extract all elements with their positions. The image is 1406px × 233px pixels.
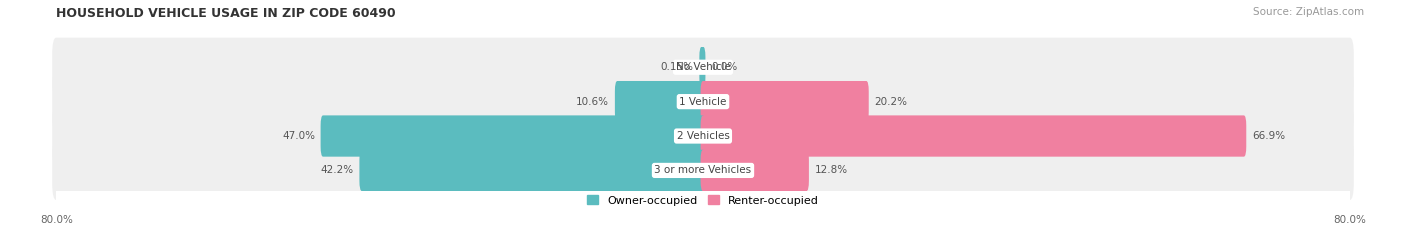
Text: No Vehicle: No Vehicle bbox=[675, 62, 731, 72]
Text: 3 or more Vehicles: 3 or more Vehicles bbox=[654, 165, 752, 175]
FancyBboxPatch shape bbox=[52, 106, 1354, 166]
Legend: Owner-occupied, Renter-occupied: Owner-occupied, Renter-occupied bbox=[582, 191, 824, 210]
Text: 2 Vehicles: 2 Vehicles bbox=[676, 131, 730, 141]
FancyBboxPatch shape bbox=[700, 150, 808, 191]
Text: 66.9%: 66.9% bbox=[1251, 131, 1285, 141]
Text: Source: ZipAtlas.com: Source: ZipAtlas.com bbox=[1253, 7, 1364, 17]
FancyBboxPatch shape bbox=[700, 115, 1246, 157]
FancyBboxPatch shape bbox=[360, 150, 706, 191]
Text: 0.15%: 0.15% bbox=[661, 62, 693, 72]
Text: 12.8%: 12.8% bbox=[814, 165, 848, 175]
Text: 20.2%: 20.2% bbox=[875, 97, 907, 107]
Text: 10.6%: 10.6% bbox=[576, 97, 609, 107]
Text: 0.0%: 0.0% bbox=[711, 62, 737, 72]
FancyBboxPatch shape bbox=[321, 115, 706, 157]
Text: 42.2%: 42.2% bbox=[321, 165, 354, 175]
Text: 47.0%: 47.0% bbox=[283, 131, 315, 141]
FancyBboxPatch shape bbox=[52, 72, 1354, 131]
FancyBboxPatch shape bbox=[52, 141, 1354, 200]
FancyBboxPatch shape bbox=[52, 38, 1354, 97]
FancyBboxPatch shape bbox=[699, 47, 706, 88]
Text: HOUSEHOLD VEHICLE USAGE IN ZIP CODE 60490: HOUSEHOLD VEHICLE USAGE IN ZIP CODE 6049… bbox=[56, 7, 396, 20]
FancyBboxPatch shape bbox=[614, 81, 706, 122]
FancyBboxPatch shape bbox=[700, 81, 869, 122]
Text: 1 Vehicle: 1 Vehicle bbox=[679, 97, 727, 107]
